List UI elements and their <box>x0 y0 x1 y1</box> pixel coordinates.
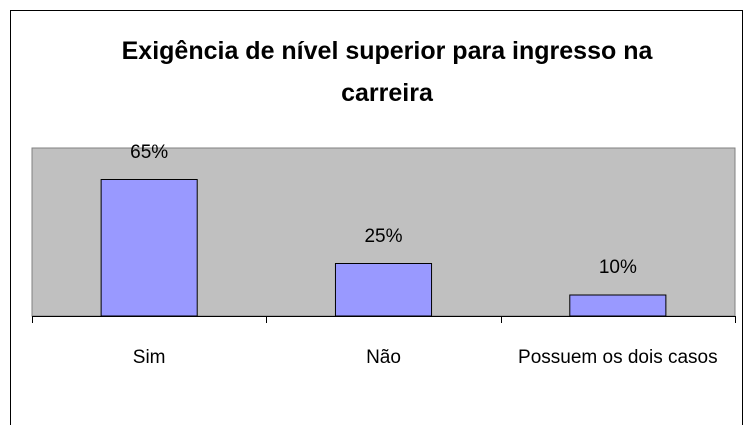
x-tick-label: Não <box>366 347 401 368</box>
chart-title: Exigência de nível superior para ingress… <box>121 37 653 107</box>
bar <box>100 179 198 317</box>
data-label: 10% <box>598 257 637 278</box>
bar <box>334 263 433 317</box>
x-tick-label: Sim <box>132 347 166 368</box>
data-label: 65% <box>130 141 169 163</box>
x-tick-label: Possuem os dois casos <box>518 347 718 368</box>
bar <box>569 294 667 317</box>
data-label: 25% <box>364 225 403 247</box>
